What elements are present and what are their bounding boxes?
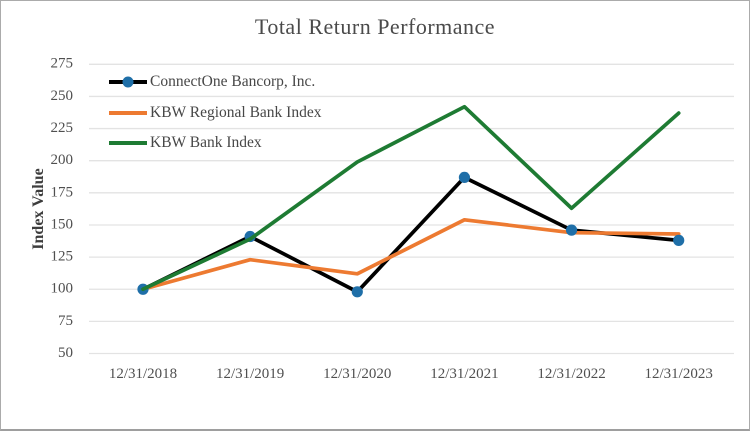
series-line-3	[141, 104, 681, 292]
x-tick-label: 12/31/2021	[430, 366, 498, 382]
x-tick-label: 12/31/2023	[645, 366, 713, 382]
x-tick-label: 12/31/2020	[323, 366, 391, 382]
data-point-marker	[351, 286, 363, 298]
x-tick-label: 12/31/2019	[216, 366, 284, 382]
data-point-marker	[565, 224, 578, 236]
y-tick-label: 250	[51, 88, 74, 104]
y-tick-label: 50	[58, 345, 73, 361]
chart-title: Total Return Performance	[254, 14, 496, 39]
y-tick-label: 200	[51, 152, 74, 168]
y-tick-label: 125	[51, 249, 74, 265]
y-tick-label: 75	[58, 313, 73, 329]
x-tick-label: 12/31/2018	[109, 366, 177, 382]
x-tick-label: 12/31/2022	[537, 366, 605, 382]
y-tick-label: 275	[51, 56, 74, 72]
series-line-2	[141, 217, 681, 292]
y-tick-label: 175	[51, 184, 74, 200]
y-tick-label: 150	[51, 216, 74, 232]
data-point-marker	[458, 171, 471, 184]
y-tick-label: 100	[51, 281, 74, 297]
y-tick-label: 225	[51, 120, 74, 136]
data-point-marker	[673, 234, 685, 246]
